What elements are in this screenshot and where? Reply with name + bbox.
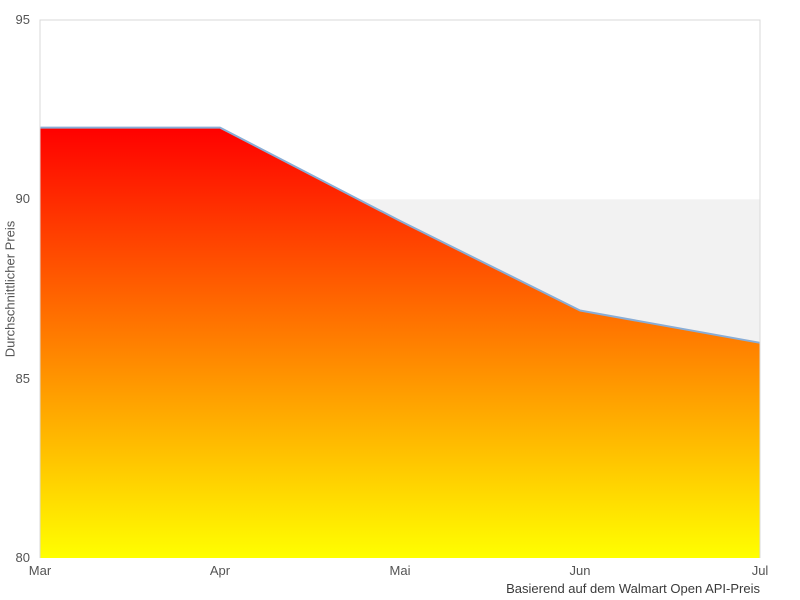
plot-border [39,19,761,558]
x-tick-label-jun: Jun [569,563,591,578]
y-tick-label-95: 95 [15,12,30,27]
chart-caption: Basierend auf dem Walmart Open API-Preis [506,581,760,596]
y-tick-label-85: 85 [15,370,30,386]
x-tick-label-mar: Mar [28,563,52,578]
price-line [40,126,761,344]
price-area-fill [40,127,760,558]
y-axis-title: Durchschnittlicher Preis [2,220,18,358]
x-tick-label-jul: Jul [751,563,769,578]
x-tick-label-mai: Mai [389,563,411,578]
x-tick-label-apr: Apr [209,563,231,578]
y-tick-label-90: 90 [15,191,30,207]
y-tick-label-80: 80 [15,550,30,565]
